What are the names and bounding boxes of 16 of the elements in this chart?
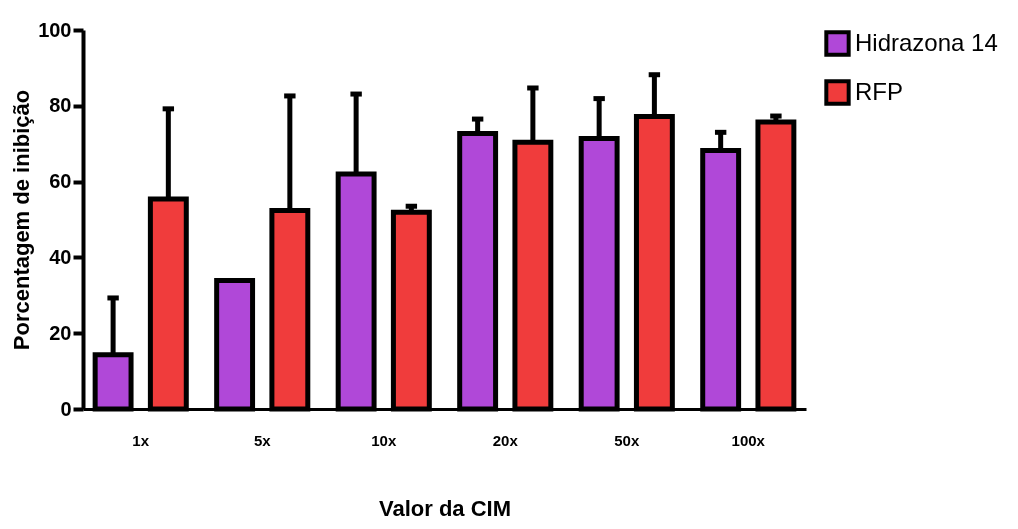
y-tick-label: 40 xyxy=(49,245,72,268)
x-tick-label: 1x xyxy=(132,431,150,449)
y-tick-label: 60 xyxy=(49,170,72,193)
x-tick-label: 10x xyxy=(371,431,397,449)
x-tick-label: 50x xyxy=(614,431,640,449)
y-tick-label: 100 xyxy=(38,18,72,41)
y-tick-label: 0 xyxy=(60,397,72,420)
y-tick-label: 20 xyxy=(49,321,72,344)
y-axis-title: Porcentagem de inibição xyxy=(9,89,35,351)
x-tick-label: 20x xyxy=(492,431,519,449)
legend-label: RFP xyxy=(855,77,903,105)
x-axis-title: Valor da CIM xyxy=(378,495,512,521)
y-tick-label: 80 xyxy=(49,94,72,117)
x-tick-label: 100x xyxy=(731,431,766,449)
legend-label: Hidrazona 14 xyxy=(855,28,998,56)
x-tick-label: 5x xyxy=(253,431,272,449)
